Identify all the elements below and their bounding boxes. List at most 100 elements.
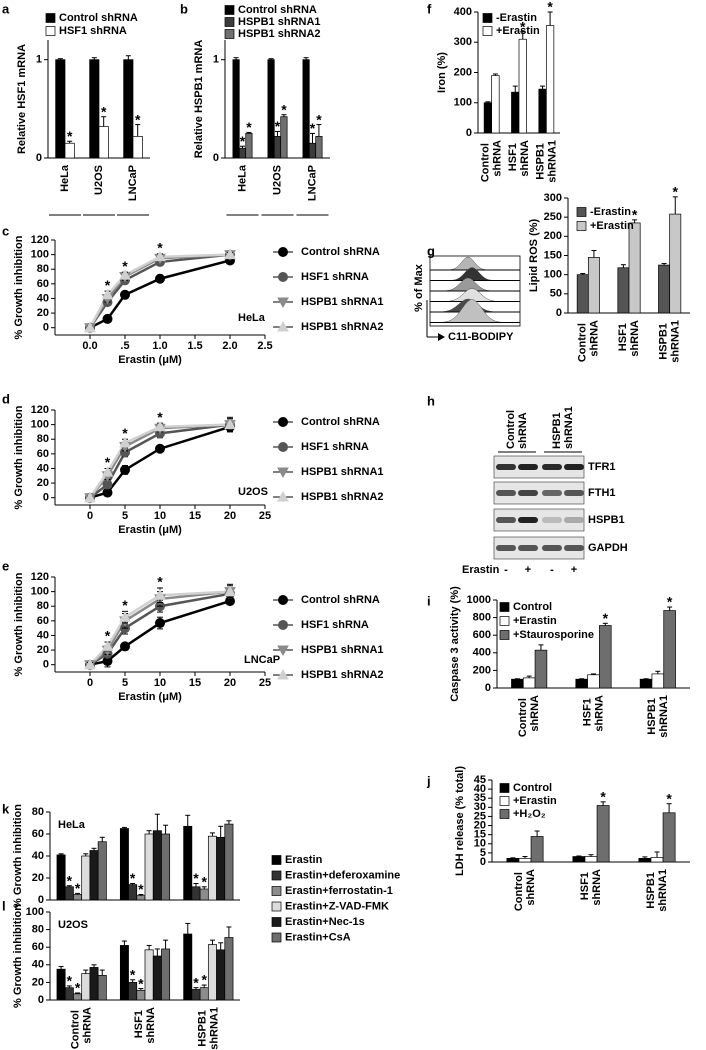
y-axis-label: % Growth inhibition: [13, 235, 25, 339]
x-tick-label: 2.0: [222, 340, 237, 352]
y-tick-label: 40: [37, 629, 49, 641]
cell-line-label: HeLa: [238, 312, 266, 324]
marker: [101, 640, 114, 651]
bar: [152, 830, 162, 901]
cell-line-label: HeLa: [58, 819, 86, 831]
cell-line-label: U2OS: [58, 919, 88, 931]
label-line: shRNA1: [563, 406, 575, 449]
bar: [191, 989, 201, 1001]
significance: *: [135, 111, 141, 127]
x-tick-label: 0.0: [82, 340, 97, 352]
significance: *: [138, 975, 144, 991]
bar: [545, 25, 555, 134]
lane-sign: +: [571, 564, 577, 576]
y-tick-label: 120: [31, 571, 49, 583]
x-tick-label: HSPB1 shRNA1: [646, 695, 670, 738]
significance: *: [157, 574, 163, 590]
legend-label: +Erastin: [513, 795, 557, 807]
treatment-label: Erastin: [462, 564, 500, 576]
bar: [161, 948, 171, 1001]
x-axis-label: Erastin (μM): [118, 524, 182, 536]
y-tick-label: 250: [544, 211, 562, 223]
x-tick-label: U2OS: [271, 165, 283, 195]
x-tick-label: 0: [87, 510, 93, 522]
bar: [123, 59, 134, 159]
y-tick-label: 20: [474, 819, 486, 831]
histogram-trace: [430, 267, 520, 281]
significance: *: [157, 409, 163, 425]
significance: *: [667, 594, 673, 610]
y-tick-label: 5: [480, 847, 486, 859]
y-tick-label: 800: [473, 612, 491, 624]
bar: [224, 823, 234, 901]
marker: [278, 417, 288, 427]
y-tick-label: 80: [32, 806, 44, 818]
legend-swatch: [499, 602, 510, 612]
legend-swatch: [271, 901, 282, 912]
blot-band: [542, 490, 562, 496]
blot-band: [518, 517, 538, 523]
bar: [98, 126, 109, 159]
significance: *: [122, 425, 128, 441]
bar: [128, 982, 138, 1001]
legend-label: -Erastin: [496, 12, 537, 24]
x-tick-label: Control shRNA: [70, 1007, 94, 1049]
histogram-trace: [429, 299, 520, 323]
y-tick-label: 80: [37, 600, 49, 612]
protein-label: TFR1: [588, 461, 616, 473]
label-line: shRNA: [519, 140, 531, 177]
significance: *: [520, 18, 526, 34]
label-line: Control: [70, 1007, 82, 1049]
x-tick-label: HSPB1 shRNA1: [658, 320, 682, 363]
x-tick-label: HSF1 shRNA: [579, 869, 603, 906]
blot-band: [518, 545, 538, 551]
label-line: HSPB1: [646, 695, 658, 735]
bar: [587, 257, 600, 314]
bar: [238, 147, 247, 159]
marker: [84, 658, 96, 670]
x-tick-label: 0: [87, 677, 93, 689]
y-tick-label: 100: [26, 906, 44, 918]
bar: [617, 267, 630, 314]
bar: [152, 955, 162, 1001]
x-tick-label: Control shRNA: [480, 140, 504, 182]
legend-label: Control shRNA: [301, 246, 380, 258]
y-tick-label: 20: [37, 477, 49, 489]
y-tick-label: 15: [474, 829, 486, 841]
label-line: HSPB1: [534, 140, 546, 180]
y-tick-label: 100: [31, 419, 49, 431]
legend-swatch: [224, 5, 235, 15]
y-axis-label: Relative HSPB1 mRNA: [193, 40, 205, 159]
legend-swatch: [499, 616, 510, 626]
marker: [277, 320, 289, 332]
x-tick-label: Control shRNA: [513, 869, 537, 911]
x-tick-label: 2.5: [257, 340, 272, 352]
x-tick-label: HSPB1 shRNA1: [196, 1007, 220, 1050]
x-tick-label: Control shRNA: [576, 320, 600, 362]
bar: [575, 678, 588, 689]
significance: *: [201, 874, 207, 890]
label-line: Control: [480, 140, 492, 182]
bar: [56, 968, 66, 1001]
y-tick-label: 0: [480, 856, 486, 868]
legend-swatch: [45, 13, 56, 23]
label-line: shRNA1: [208, 1007, 220, 1050]
legend-swatch: [271, 886, 282, 896]
bar: [81, 973, 91, 1001]
bar: [628, 222, 641, 314]
bar: [315, 136, 323, 159]
label-line: shRNA: [525, 869, 537, 906]
y-tick-label: 60: [37, 448, 49, 460]
panel-letter: c: [2, 223, 9, 238]
y-tick-label: 40: [32, 850, 44, 862]
marker: [102, 313, 113, 324]
legend-label: Erastin+Z-VAD-FMK: [285, 900, 389, 912]
marker: [277, 297, 289, 309]
marker: [277, 467, 289, 479]
marker: [154, 250, 166, 262]
legend-swatch: [271, 917, 282, 927]
bar: [97, 841, 107, 901]
arrow-head: [438, 333, 445, 341]
y-axis-label: % Growth inhibition: [12, 904, 24, 1008]
